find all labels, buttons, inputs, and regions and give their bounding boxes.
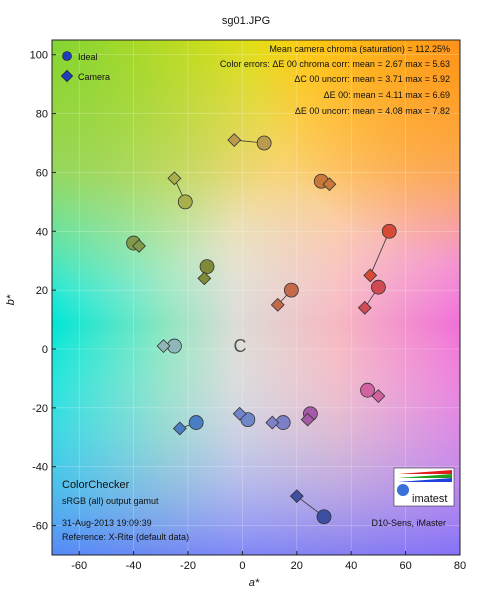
x-axis-label: a* xyxy=(249,577,260,589)
legend-ideal-marker xyxy=(62,51,72,61)
info-line: sRGB (all) output gamut xyxy=(62,496,159,506)
camera-point xyxy=(322,177,337,192)
ideal-point xyxy=(381,223,397,239)
gridlines xyxy=(52,40,461,555)
camera-point xyxy=(265,415,280,430)
legend-ideal-label: Ideal xyxy=(78,52,98,62)
x-tick-label: 80 xyxy=(454,560,466,572)
error-link xyxy=(369,231,390,276)
y-tick-label: -20 xyxy=(32,403,48,415)
y-tick-label: 40 xyxy=(36,226,48,238)
plot-frame xyxy=(51,39,461,556)
data-markers xyxy=(126,133,397,525)
x-tick-label: 0 xyxy=(239,560,245,572)
stats-line: ΔC 00 uncorr: mean = 3.71 max = 5.92 xyxy=(294,74,450,84)
stats-box: Mean camera chroma (saturation) = 112.25… xyxy=(220,44,450,116)
camera-point xyxy=(371,389,386,404)
stats-line: ΔE 00: mean = 4.11 max = 6.69 xyxy=(324,90,450,100)
stats-line: ΔE 00 uncorr: mean = 4.08 max = 7.82 xyxy=(295,106,450,116)
ideal-point xyxy=(360,382,375,398)
camera-point xyxy=(132,239,146,253)
x-tick-label: -20 xyxy=(180,560,196,572)
camera-model-label: D10-Sens, iMaster xyxy=(371,518,446,528)
logo-text: imatest xyxy=(412,493,447,505)
ideal-point xyxy=(199,259,215,275)
camera-point xyxy=(363,268,378,283)
info-line: 31-Aug-2013 19:09:39 xyxy=(62,518,152,528)
camera-point xyxy=(289,489,304,504)
camera-point xyxy=(156,339,171,353)
ideal-point xyxy=(177,194,193,210)
x-tick-label: 40 xyxy=(345,560,357,572)
x-tick-label: 20 xyxy=(291,560,303,572)
ideal-point xyxy=(283,282,299,298)
camera-point xyxy=(167,171,182,186)
x-tick-label: -60 xyxy=(71,560,87,572)
y-tick-label: -60 xyxy=(32,521,48,533)
ideal-point xyxy=(370,279,386,295)
axis-ticks: -60 -40 -20 0 20 40 60 80 -60 -40 -20 0 20 40 60 80 100 xyxy=(30,50,466,572)
imatest-logo: imatest xyxy=(393,467,455,507)
info-line: Reference: X-Rite (default data) xyxy=(62,532,189,542)
info-box: ColorChecker sRGB (all) output gamut 31-… xyxy=(62,479,189,542)
camera-point xyxy=(227,133,242,147)
camera-point xyxy=(300,412,315,427)
legend-camera-label: Camera xyxy=(78,72,110,82)
legend-camera-marker xyxy=(60,69,74,83)
camera-point xyxy=(357,300,372,315)
y-tick-label: 0 xyxy=(42,344,48,356)
y-tick-label: 100 xyxy=(30,50,48,62)
y-tick-label: 80 xyxy=(36,109,48,121)
y-tick-label: 60 xyxy=(36,167,48,179)
y-tick-label: 20 xyxy=(36,285,48,297)
camera-point xyxy=(197,271,212,286)
chart-title: sg01.JPG xyxy=(222,15,270,27)
ideal-point xyxy=(240,412,256,428)
ideal-point xyxy=(188,415,204,430)
ideal-point xyxy=(256,135,272,151)
camera-point xyxy=(172,421,187,436)
y-tick-label: -40 xyxy=(32,462,48,474)
y-axis-label: b* xyxy=(5,294,17,305)
stats-line: Mean camera chroma (saturation) = 112.25… xyxy=(269,44,450,54)
legend: Ideal Camera xyxy=(60,51,110,83)
camera-point xyxy=(270,297,285,312)
plot-background xyxy=(52,40,460,555)
ideal-point xyxy=(316,509,332,525)
camera-point xyxy=(232,406,247,421)
x-tick-label: -40 xyxy=(126,560,142,572)
x-tick-label: 60 xyxy=(399,560,411,572)
neutral-marker: C xyxy=(234,336,247,356)
stats-line: Color errors: ΔE 00 chroma corr: mean = … xyxy=(220,59,450,69)
info-line: ColorChecker xyxy=(62,479,130,491)
